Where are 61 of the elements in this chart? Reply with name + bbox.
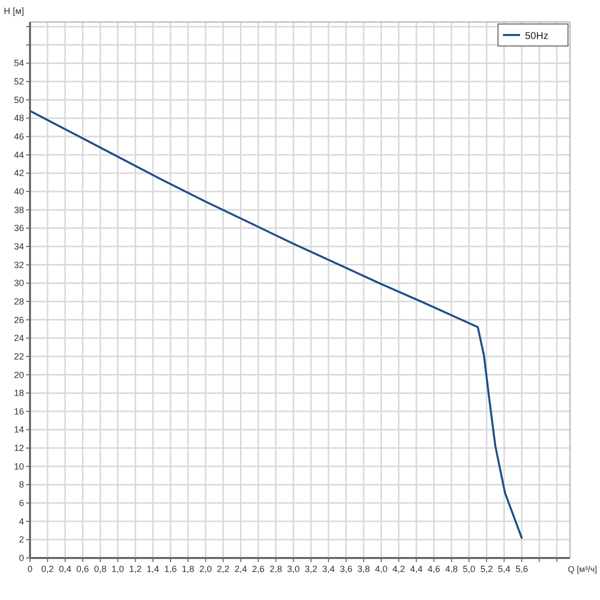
x-tick-label: 5,2 [480,564,493,574]
x-tick-label: 1,4 [146,564,160,574]
x-tick-label: 4,8 [445,564,458,574]
y-tick-label: 50 [14,94,24,105]
x-tick-label: 3,6 [340,564,352,574]
x-tick-label: 3,2 [304,564,318,574]
y-tick-label: 28 [14,296,24,306]
y-tick-label: 0 [18,553,24,563]
y-tick-label: 40 [14,186,24,197]
y-tick-label: 10 [14,461,24,472]
y-tick-label: 36 [14,223,24,234]
y-tick-label: 48 [14,113,24,124]
y-tick-label: 38 [14,204,24,215]
x-tick-label: 5,0 [462,564,476,574]
y-tick-label: 42 [14,168,24,178]
x-tick-label: 3,0 [287,564,300,574]
y-tick-label: 52 [14,76,24,87]
y-tick-label: 34 [14,241,24,252]
x-tick-label: 5,4 [498,564,510,574]
x-tick-label: 0,6 [76,564,89,574]
y-tick-label: 22 [14,351,24,362]
y-tick-label: 46 [14,132,24,142]
y-tick-label: 4 [18,516,24,526]
x-tick-label: 1,6 [164,564,177,574]
x-tick-label: 4,2 [392,564,406,574]
x-tick-label: 3,8 [357,564,370,574]
x-tick-label: 0,8 [94,564,106,574]
y-tick-label: 54 [14,58,24,68]
y-tick-label: 16 [14,406,24,416]
x-tick-label: 0,4 [58,564,72,574]
x-tick-label: 4,4 [410,564,423,574]
line-series [29,110,523,539]
y-tick-label: 26 [14,314,24,325]
y-tick-label: 20 [14,370,24,380]
y-tick-label: 18 [14,388,24,398]
x-tick-label: 1,2 [129,564,142,574]
y-tick-label: 2 [18,534,24,545]
y-axis-title: H [м] [4,6,24,16]
y-tick-label: 44 [14,150,24,160]
legend-label: 50Hz [525,31,548,42]
y-tick-label: 12 [14,443,24,454]
x-tick-label: 3,4 [322,564,335,574]
x-tick-label: 2,0 [199,564,212,574]
y-tick-label: 6 [18,498,24,508]
y-tick-label: 30 [14,278,24,288]
x-tick-label: 2,8 [270,564,282,574]
x-tick-label: 1,0 [112,564,124,574]
x-tick-label: 2,6 [252,564,265,574]
x-tick-label: 0 [27,564,33,574]
x-tick-label: 4,0 [374,564,388,574]
y-tick-label: 8 [18,480,24,490]
x-tick-label: 4,6 [428,564,440,574]
y-tick-label: 14 [14,424,24,435]
x-tick-label: 5,6 [515,564,528,574]
x-axis-title: Q [м³/ч] [568,564,597,574]
x-tick-label: 2,4 [234,564,247,574]
x-tick-label: 0,2 [41,564,54,574]
x-tick-label: 2,2 [216,564,230,574]
y-tick-label: 32 [14,260,24,270]
x-tick-label: 1,8 [182,564,194,574]
y-tick-label: 24 [14,333,24,344]
